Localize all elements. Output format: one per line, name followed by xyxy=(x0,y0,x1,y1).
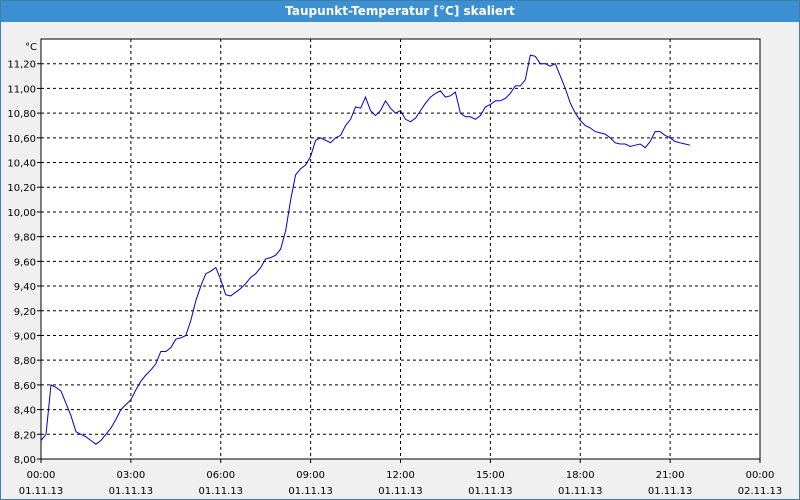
y-tick-label: 9,80 xyxy=(14,233,36,244)
x-tick-time: 00:00 xyxy=(746,470,775,481)
y-tick-label: 10,60 xyxy=(7,134,36,145)
x-axis-ticks: 00:00 01.11.13 03:00 01.11.13 06:00 01.11.13 0… xyxy=(19,459,783,497)
x-tick-time: 12:00 xyxy=(386,470,415,481)
y-tick-label: 9,00 xyxy=(14,331,36,342)
y-tick-label: 10,40 xyxy=(7,159,36,170)
y-axis-unit: °C xyxy=(25,42,37,53)
x-tick-date: 01.11.13 xyxy=(378,486,423,497)
y-tick-label: 10,80 xyxy=(7,109,36,120)
x-tick-time: 09:00 xyxy=(296,470,325,481)
y-tick-label: 8,80 xyxy=(14,356,36,367)
y-tick-label: 9,60 xyxy=(14,257,36,268)
x-tick-time: 18:00 xyxy=(566,470,595,481)
x-tick-time: 06:00 xyxy=(206,470,235,481)
x-tick-time: 21:00 xyxy=(656,470,685,481)
x-tick-date: 01.11.13 xyxy=(648,486,693,497)
y-tick-label: 8,00 xyxy=(14,455,36,466)
y-tick-label: 9,20 xyxy=(14,307,36,318)
x-tick-time: 15:00 xyxy=(476,470,505,481)
window-title: Taupunkt-Temperatur [°C] skaliert xyxy=(1,1,799,22)
x-tick-date: 01.11.13 xyxy=(109,486,154,497)
y-tick-label: 11,00 xyxy=(7,84,36,95)
grid-lines xyxy=(41,39,760,459)
x-tick-time: 00:00 xyxy=(27,470,56,481)
x-tick-date: 01.11.13 xyxy=(19,486,64,497)
y-tick-label: 10,20 xyxy=(7,183,36,194)
x-tick-date: 01.11.13 xyxy=(558,486,603,497)
series-line xyxy=(40,54,691,445)
x-tick-date: 01.11.13 xyxy=(468,486,513,497)
x-tick-time: 03:00 xyxy=(116,470,145,481)
y-tick-label: 9,40 xyxy=(14,282,36,293)
x-tick-date: 01.11.13 xyxy=(288,486,333,497)
y-tick-label: 8,40 xyxy=(14,406,36,417)
y-tick-label: 8,60 xyxy=(14,381,36,392)
x-tick-date: 02.11.13 xyxy=(738,486,783,497)
x-tick-date: 01.11.13 xyxy=(198,486,243,497)
y-tick-label: 8,20 xyxy=(14,430,36,441)
y-axis-ticks: 8,00 8,20 8,40 8,60 8,80 9,00 9,20 9,40 9,60 9,80… xyxy=(7,60,41,466)
y-tick-label: 10,00 xyxy=(7,208,36,219)
y-tick-label: 11,20 xyxy=(7,60,36,71)
